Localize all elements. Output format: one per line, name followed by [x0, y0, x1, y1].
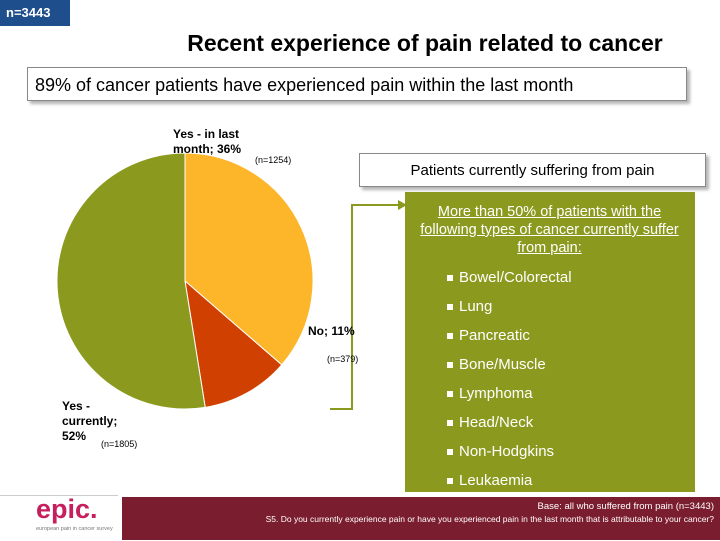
slice-n-no: (n=379): [327, 354, 358, 364]
cancer-type-label: Leukaemia: [459, 472, 533, 489]
cancer-type-label: Head/Neck: [459, 414, 534, 431]
bullet-square-icon: [447, 333, 453, 340]
bullet-square-icon: [447, 449, 453, 456]
slice-n-yes-last-month: (n=1254): [255, 155, 291, 165]
cancer-type-item: Pancreatic: [447, 327, 572, 356]
epic-logo: epic.: [36, 494, 98, 524]
headline-box: 89% of cancer patients have experienced …: [27, 67, 687, 101]
logo-area: [0, 495, 118, 541]
slice-label-yes-last-month-line1: Yes - in last: [173, 127, 239, 141]
cancer-type-label: Bone/Muscle: [459, 356, 546, 373]
sample-size-badge: n=3443: [0, 0, 70, 26]
panel-lead-text: More than 50% of patients with the follo…: [420, 204, 679, 256]
bullet-square-icon: [447, 304, 453, 311]
bullet-square-icon: [447, 391, 453, 398]
cancer-type-label: Lung: [459, 298, 493, 315]
pie-slice-yes-last-month: [184, 152, 314, 366]
slice-label-yes-last-month-line2: month; 36%: [173, 142, 241, 156]
cancer-type-item: Lymphoma: [447, 385, 572, 414]
cancer-type-item: Non-Hodgkins: [447, 443, 572, 472]
slice-label-yes-currently-line3: 52%: [62, 429, 86, 443]
cancer-type-item: Lung: [447, 298, 572, 327]
slice-label-yes-currently-line1: Yes -: [62, 399, 90, 413]
question-text: S5. Do you currently experience pain or …: [265, 514, 714, 524]
panel-header: Patients currently suffering from pain: [359, 153, 706, 187]
slice-label-yes-currently-line2: currently;: [62, 414, 117, 428]
cancer-types-list: Bowel/Colorectal Lung Pancreatic Bone/Muscl…: [447, 269, 572, 501]
cancer-type-item: Bowel/Colorectal: [447, 269, 572, 298]
page-title: Recent experience of pain related to can…: [187, 30, 663, 56]
pie-slice-yes-currently: [56, 152, 206, 410]
bullet-square-icon: [447, 275, 453, 282]
bullet-square-icon: [447, 362, 453, 369]
cancer-types-panel: [405, 192, 695, 492]
cancer-type-label: Lymphoma: [459, 385, 533, 402]
footer-bar: [122, 497, 720, 540]
base-note: Base: all who suffered from pain (n=3443…: [537, 501, 714, 512]
cancer-type-item: Leukaemia: [447, 472, 572, 501]
cancer-type-label: Non-Hodgkins: [459, 443, 555, 460]
cancer-type-item: Bone/Muscle: [447, 356, 572, 385]
bullet-square-icon: [447, 478, 453, 485]
cancer-type-label: Pancreatic: [459, 327, 530, 344]
pie-slice-no: [184, 279, 283, 408]
bullet-square-icon: [447, 420, 453, 427]
connector-line: [330, 204, 405, 410]
slice-n-yes-currently: (n=1805): [101, 439, 137, 449]
cancer-type-item: Head/Neck: [447, 414, 572, 443]
cancer-type-label: Bowel/Colorectal: [459, 269, 572, 286]
slice-label-no: No; 11%: [308, 324, 355, 338]
logo-tagline: european pain in cancer survey: [36, 526, 113, 532]
connector-arrowhead: [398, 200, 407, 210]
